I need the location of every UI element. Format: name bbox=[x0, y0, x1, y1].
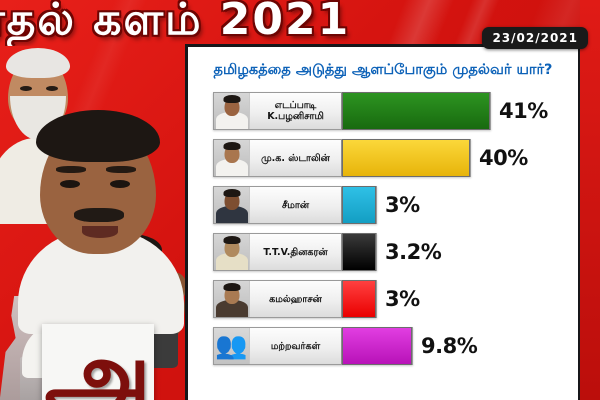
row-box: சீமான் bbox=[213, 186, 377, 224]
poll-question: தமிழகத்தை அடுத்து ஆளப்போகும் முதல்வர் யா… bbox=[213, 62, 553, 78]
table-row[interactable]: 👥 மற்றவர்கள் 9.8% bbox=[188, 324, 578, 368]
row-box: கமல்ஹாசன் bbox=[213, 280, 377, 318]
row-box: மு.க. ஸ்டாலின் bbox=[213, 139, 471, 177]
row-box: எடப்பாடி K.பழனிசாமி bbox=[213, 92, 491, 130]
percent-label: 9.8% bbox=[421, 334, 478, 358]
bar-fill bbox=[342, 139, 470, 177]
table-row[interactable]: சீமான் 3% bbox=[188, 183, 578, 227]
tamil-letter-symbol-icon: அ bbox=[44, 319, 152, 400]
percent-label: 3% bbox=[385, 193, 420, 217]
bar-fill bbox=[342, 186, 376, 224]
table-row[interactable]: T.T.V.தினகரன் 3.2% bbox=[188, 230, 578, 274]
table-row[interactable]: கமல்ஹாசன் 3% bbox=[188, 277, 578, 321]
row-box: T.T.V.தினகரன் bbox=[213, 233, 377, 271]
percent-label: 3.2% bbox=[385, 240, 442, 264]
candidate-name: கமல்ஹாசன் bbox=[250, 281, 342, 317]
table-row[interactable]: மு.க. ஸ்டாலின் 40% bbox=[188, 136, 578, 180]
percent-label: 3% bbox=[385, 287, 420, 311]
candidate-name: சீமான் bbox=[250, 187, 342, 223]
poll-panel: தமிழகத்தை அடுத்து ஆளப்போகும் முதல்வர் யா… bbox=[185, 44, 581, 400]
header-banner: ரதல் களம் 2021 bbox=[0, 0, 600, 46]
table-row[interactable]: எடப்பாடி K.பழனிசாமி 41% bbox=[188, 89, 578, 133]
candidate-name: மற்றவர்கள் bbox=[250, 328, 342, 364]
channel-program-title: ரதல் களம் 2021 bbox=[0, 0, 351, 45]
candidate-photo-icon bbox=[214, 93, 250, 129]
bar-fill bbox=[342, 327, 412, 365]
right-red-strip bbox=[580, 0, 600, 400]
candidate-name: எடப்பாடி K.பழனிசாமி bbox=[250, 93, 342, 129]
percent-label: 40% bbox=[479, 146, 528, 170]
group-glyph: 👥 bbox=[215, 331, 248, 361]
candidate-photo-icon bbox=[214, 140, 250, 176]
candidate-name: T.T.V.தினகரன் bbox=[250, 234, 342, 270]
bar-fill bbox=[342, 280, 376, 318]
bar-fill bbox=[342, 233, 376, 271]
ballot-symbol-card: அ bbox=[42, 319, 154, 400]
bar-fill bbox=[342, 92, 490, 130]
row-box: 👥 மற்றவர்கள் bbox=[213, 327, 413, 365]
candidate-photo-icon bbox=[214, 187, 250, 223]
group-people-icon: 👥 bbox=[214, 328, 250, 364]
leader-photo-collage: அ bbox=[0, 34, 190, 400]
candidate-photo-icon bbox=[214, 234, 250, 270]
candidate-name: மு.க. ஸ்டாலின் bbox=[250, 140, 342, 176]
photo-edappadi-palaniswami bbox=[18, 104, 186, 334]
date-badge: 23/02/2021 bbox=[482, 27, 588, 49]
poll-rows: எடப்பாடி K.பழனிசாமி 41% மு.க. ஸ்டாலின் 4… bbox=[188, 89, 578, 368]
percent-label: 41% bbox=[499, 99, 548, 123]
candidate-photo-icon bbox=[214, 281, 250, 317]
